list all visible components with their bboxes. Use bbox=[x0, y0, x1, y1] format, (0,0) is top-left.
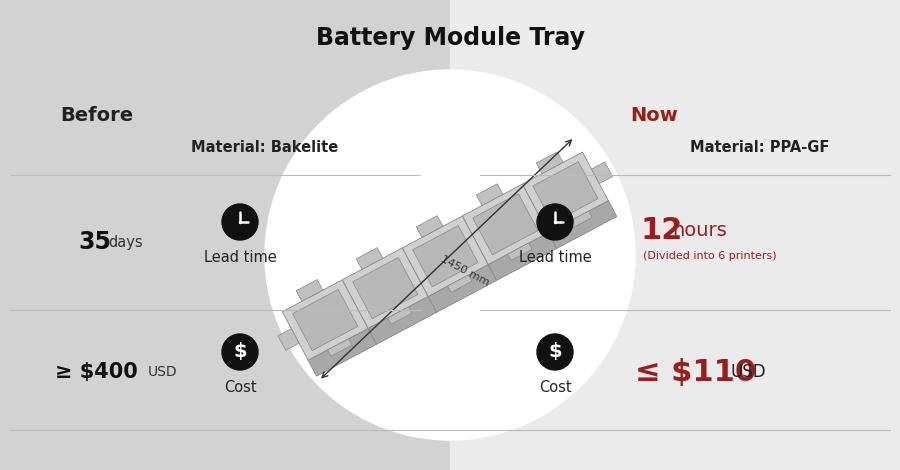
Text: days: days bbox=[108, 235, 142, 250]
Text: 35: 35 bbox=[78, 230, 111, 254]
Polygon shape bbox=[508, 243, 532, 260]
Polygon shape bbox=[278, 329, 299, 350]
Text: Lead time: Lead time bbox=[518, 251, 591, 266]
Bar bbox=[0, 0, 450, 470]
Circle shape bbox=[537, 334, 573, 370]
Text: ≥ $400: ≥ $400 bbox=[55, 362, 138, 382]
Polygon shape bbox=[523, 152, 608, 233]
Polygon shape bbox=[283, 280, 368, 360]
Polygon shape bbox=[296, 280, 323, 301]
Polygon shape bbox=[428, 265, 497, 312]
Polygon shape bbox=[568, 211, 592, 228]
Text: Now: Now bbox=[630, 105, 678, 125]
Polygon shape bbox=[548, 201, 617, 249]
Circle shape bbox=[537, 204, 573, 240]
Polygon shape bbox=[292, 290, 358, 351]
Polygon shape bbox=[356, 248, 382, 269]
Text: $: $ bbox=[233, 343, 247, 361]
Polygon shape bbox=[591, 162, 613, 184]
Circle shape bbox=[265, 70, 635, 440]
Text: Battery Module Tray: Battery Module Tray bbox=[316, 26, 584, 50]
Bar bbox=[450, 0, 900, 470]
Polygon shape bbox=[388, 307, 412, 324]
Circle shape bbox=[222, 204, 258, 240]
Text: Lead time: Lead time bbox=[203, 251, 276, 266]
Polygon shape bbox=[353, 258, 418, 319]
Text: Material: PPA-GF: Material: PPA-GF bbox=[690, 141, 830, 156]
Polygon shape bbox=[368, 297, 436, 344]
Text: USD: USD bbox=[148, 365, 177, 379]
Polygon shape bbox=[308, 329, 376, 376]
Polygon shape bbox=[413, 226, 478, 287]
Text: ≤ $110: ≤ $110 bbox=[635, 358, 756, 386]
Polygon shape bbox=[476, 184, 503, 205]
Polygon shape bbox=[488, 233, 557, 281]
Text: Cost: Cost bbox=[224, 381, 256, 395]
Text: Material: Bakelite: Material: Bakelite bbox=[192, 141, 338, 156]
Polygon shape bbox=[463, 184, 548, 265]
Text: $: $ bbox=[548, 343, 562, 361]
Polygon shape bbox=[342, 248, 428, 329]
Polygon shape bbox=[402, 216, 488, 297]
Polygon shape bbox=[533, 162, 598, 223]
Text: 1450 mm: 1450 mm bbox=[439, 254, 491, 288]
Polygon shape bbox=[447, 275, 473, 292]
Polygon shape bbox=[417, 216, 443, 237]
Circle shape bbox=[222, 334, 258, 370]
Text: Before: Before bbox=[60, 105, 133, 125]
Text: Cost: Cost bbox=[539, 381, 572, 395]
Text: 12: 12 bbox=[640, 216, 682, 244]
Polygon shape bbox=[472, 194, 538, 255]
Polygon shape bbox=[328, 339, 352, 356]
Text: (Divided into 6 printers): (Divided into 6 printers) bbox=[643, 251, 777, 261]
Polygon shape bbox=[536, 152, 563, 173]
Text: hours: hours bbox=[672, 220, 727, 240]
Text: USD: USD bbox=[730, 363, 766, 381]
